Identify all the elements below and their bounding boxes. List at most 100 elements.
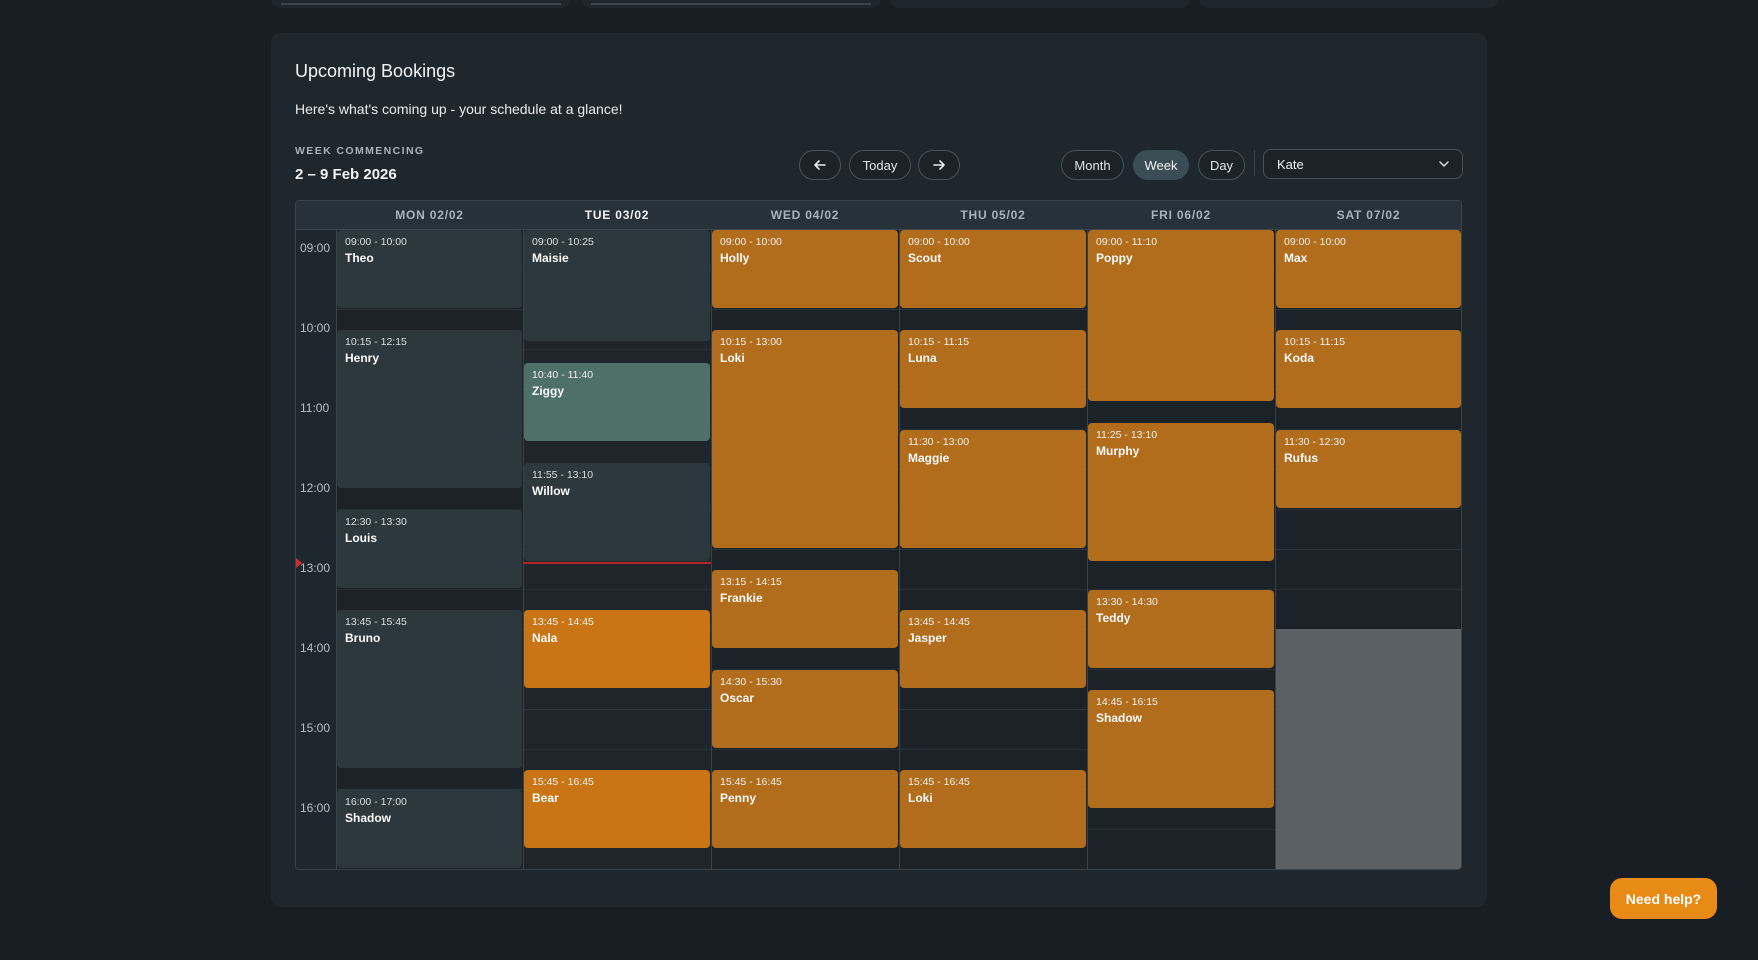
booking-event[interactable]: 09:00 - 11:10 Poppy bbox=[1088, 230, 1274, 402]
booking-event[interactable]: 13:30 - 14:30 Teddy bbox=[1088, 590, 1274, 668]
booking-pet-name: Oscar bbox=[720, 691, 755, 705]
grid-line bbox=[296, 669, 1461, 670]
time-label: 13:00 bbox=[300, 561, 331, 575]
time-label: 09:00 bbox=[300, 241, 331, 255]
time-label: 16:00 bbox=[300, 801, 331, 815]
week-view-button[interactable]: Week bbox=[1133, 150, 1189, 180]
grid-line bbox=[296, 869, 1461, 870]
booking-event[interactable]: 10:15 - 12:15 Henry bbox=[337, 330, 522, 488]
previous-week-button[interactable] bbox=[799, 150, 841, 180]
booking-time: 13:45 - 14:45 bbox=[532, 616, 594, 628]
grid-line bbox=[296, 309, 1461, 310]
booking-event[interactable]: 16:00 - 17:00 Shadow bbox=[337, 790, 522, 868]
need-help-button[interactable]: Need help? bbox=[1610, 878, 1717, 919]
booking-event[interactable]: 11:25 - 13:10 Murphy bbox=[1088, 423, 1274, 562]
booking-event[interactable]: 14:45 - 16:15 Shadow bbox=[1088, 690, 1274, 808]
staff-select-value: Kate bbox=[1277, 156, 1304, 172]
booking-time: 09:00 - 10:25 bbox=[532, 236, 594, 248]
day-header: THU 05/02 bbox=[960, 208, 1026, 222]
booking-event[interactable]: 13:45 - 14:45 Jasper bbox=[900, 610, 1086, 688]
day-view-button[interactable]: Day bbox=[1198, 150, 1245, 180]
booking-pet-name: Shadow bbox=[345, 811, 392, 825]
booking-pet-name: Maggie bbox=[908, 451, 950, 465]
booking-pet-name: Luna bbox=[908, 351, 937, 365]
booking-time: 09:00 - 10:00 bbox=[1284, 236, 1346, 248]
booking-event[interactable]: 15:45 - 16:45 Bear bbox=[524, 770, 710, 848]
day-header-row: MON 02/02 TUE 03/02 WED 04/02 THU 05/02 FRI … bbox=[296, 201, 1461, 230]
booking-event[interactable]: 13:45 - 15:45 Bruno bbox=[337, 610, 522, 768]
booking-event[interactable]: 09:00 - 10:00 Scout bbox=[900, 230, 1086, 308]
booking-time: 15:45 - 16:45 bbox=[908, 776, 970, 788]
staff-select[interactable]: Kate bbox=[1263, 149, 1463, 179]
time-label: 14:00 bbox=[300, 641, 331, 655]
day-header: SAT 07/02 bbox=[1336, 208, 1401, 222]
booking-time: 11:25 - 13:10 bbox=[1096, 429, 1158, 442]
booking-time: 10:40 - 11:40 bbox=[532, 369, 594, 382]
booking-time: 14:45 - 16:15 bbox=[1096, 696, 1158, 708]
day-divider bbox=[1275, 201, 1276, 869]
arrow-right-icon bbox=[933, 160, 945, 170]
booking-pet-name: Holly bbox=[720, 251, 750, 265]
time-label: 12:00 bbox=[300, 481, 331, 495]
time-label: 11:00 bbox=[300, 401, 330, 415]
booking-pet-name: Loki bbox=[908, 791, 933, 805]
time-label: 10:00 bbox=[300, 321, 331, 335]
booking-time: 09:00 - 10:00 bbox=[720, 236, 782, 248]
summary-card bbox=[890, 0, 1190, 8]
booking-time: 13:45 - 14:45 bbox=[908, 616, 970, 628]
booking-event[interactable]: 09:00 - 10:00 Max bbox=[1276, 230, 1461, 308]
booking-event[interactable]: 11:30 - 13:00 Maggie bbox=[900, 430, 1086, 548]
day-header: TUE 03/02 bbox=[584, 208, 650, 222]
today-button[interactable]: Today bbox=[849, 150, 911, 180]
summary-card bbox=[581, 0, 881, 8]
booking-pet-name: Bruno bbox=[345, 631, 381, 645]
booking-event[interactable]: 13:45 - 14:45 Nala bbox=[524, 610, 710, 688]
summary-card bbox=[1199, 0, 1499, 8]
next-week-button[interactable] bbox=[918, 150, 960, 180]
panel-title: Upcoming Bookings bbox=[295, 61, 456, 81]
booking-event[interactable]: 15:45 - 16:45 Penny bbox=[712, 770, 898, 848]
booking-time: 10:15 - 12:15 bbox=[345, 336, 407, 348]
booking-time: 11:55 - 13:10 bbox=[532, 469, 594, 482]
booking-time: 11:30 - 13:00 bbox=[908, 436, 970, 448]
booking-pet-name: Scout bbox=[908, 251, 942, 265]
booking-event[interactable]: 14:30 - 15:30 Oscar bbox=[712, 670, 898, 748]
booking-event[interactable]: 12:30 - 13:30 Louis bbox=[337, 510, 522, 588]
week-commencing-label: WEEK COMMENCING bbox=[295, 145, 425, 157]
day-divider bbox=[899, 201, 900, 869]
booking-event[interactable]: 09:00 - 10:25 Maisie bbox=[524, 230, 710, 342]
booking-event[interactable]: 09:00 - 10:00 Holly bbox=[712, 230, 898, 308]
booking-pet-name: Rufus bbox=[1284, 451, 1318, 465]
day-header: FRI 06/02 bbox=[1151, 208, 1211, 222]
booking-pet-name: Jasper bbox=[908, 631, 947, 645]
month-view-button[interactable]: Month bbox=[1061, 150, 1124, 180]
booking-pet-name: Frankie bbox=[720, 591, 763, 605]
booking-event[interactable]: 09:00 - 10:00 Theo bbox=[337, 230, 522, 308]
day-divider bbox=[523, 201, 524, 869]
week-calendar: 09:00 10:00 11:00 12:00 13:00 14:00 15:00 16:00… bbox=[295, 200, 1462, 870]
grid-line bbox=[296, 749, 1461, 750]
booking-time: 12:30 - 13:30 bbox=[345, 516, 407, 528]
time-label: 15:00 bbox=[300, 721, 331, 735]
booking-event[interactable]: 10:15 - 11:15 Koda bbox=[1276, 330, 1461, 408]
booking-event[interactable]: 13:15 - 14:15 Frankie bbox=[712, 570, 898, 648]
booking-event[interactable]: 10:15 - 11:15 Luna bbox=[900, 330, 1086, 408]
booking-pet-name: Teddy bbox=[1096, 611, 1131, 625]
day-header: WED 04/02 bbox=[770, 208, 840, 222]
current-time-line bbox=[523, 562, 711, 565]
booking-pet-name: Theo bbox=[345, 251, 374, 265]
booking-time: 09:00 - 10:00 bbox=[908, 236, 970, 248]
booking-pet-name: Poppy bbox=[1096, 251, 1133, 265]
booking-event[interactable]: 15:45 - 16:45 Loki bbox=[900, 770, 1086, 848]
booking-pet-name: Henry bbox=[345, 351, 380, 365]
upcoming-bookings-panel: Upcoming Bookings Here's what's coming u… bbox=[271, 33, 1487, 907]
booking-time: 11:30 - 12:30 bbox=[1284, 436, 1346, 448]
booking-event[interactable]: 10:15 - 13:00 Loki bbox=[712, 330, 898, 548]
booking-event[interactable]: 10:40 - 11:40 Ziggy bbox=[524, 363, 710, 442]
booking-event[interactable]: 11:30 - 12:30 Rufus bbox=[1276, 430, 1461, 508]
booking-time: 14:30 - 15:30 bbox=[720, 676, 782, 688]
booking-pet-name: Koda bbox=[1284, 351, 1314, 365]
booking-event[interactable]: 11:55 - 13:10 Willow bbox=[524, 463, 710, 562]
booking-pet-name: Murphy bbox=[1096, 444, 1140, 459]
booking-time: 13:45 - 15:45 bbox=[345, 616, 407, 628]
